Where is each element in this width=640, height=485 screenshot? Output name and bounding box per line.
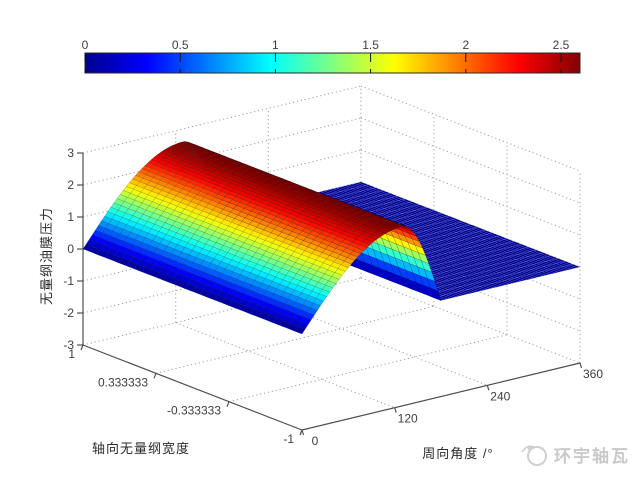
watermark-text: 环宇轴瓦 bbox=[554, 446, 630, 466]
tick-label: 2 bbox=[462, 38, 469, 52]
watermark-logo-icon bbox=[527, 446, 547, 466]
tick-label: 0 bbox=[312, 434, 319, 448]
tick-label: 120 bbox=[398, 412, 418, 426]
tick-label: 240 bbox=[490, 389, 510, 403]
y-axis-label: 轴向无量纲宽度 bbox=[92, 441, 190, 456]
pressure-surface bbox=[82, 141, 581, 335]
x-axis-label: 周向角度 /° bbox=[422, 446, 493, 461]
tick-label: 0.333333 bbox=[98, 375, 148, 389]
tick-label: 1 bbox=[272, 38, 279, 52]
tick-label: 1 bbox=[68, 347, 75, 361]
tick-label: -1 bbox=[63, 274, 74, 288]
tick-label: -1 bbox=[283, 432, 294, 446]
watermark-logo-wing bbox=[521, 445, 535, 453]
tick-label: 0 bbox=[82, 38, 89, 52]
colorbar-gradient bbox=[84, 52, 581, 74]
tick-label: 360 bbox=[583, 367, 603, 381]
tick-label: -0.333333 bbox=[167, 404, 221, 418]
tick-label: 3 bbox=[67, 146, 74, 160]
tick-label: 2.5 bbox=[553, 38, 570, 52]
tick-label: -2 bbox=[63, 306, 74, 320]
tick-label: 0.5 bbox=[172, 38, 189, 52]
z-axis-label: 无量纲油膜压力 bbox=[39, 207, 54, 305]
tick-label: -3 bbox=[63, 338, 74, 352]
tick-label: 1 bbox=[67, 210, 74, 224]
watermark: 环宇轴瓦 bbox=[521, 445, 630, 466]
tick-label: 1.5 bbox=[362, 38, 379, 52]
tick-label: 0 bbox=[67, 242, 74, 256]
colorbar: 0 0.5 1 1.5 2 2.5 bbox=[82, 38, 581, 74]
tick-label: 2 bbox=[67, 178, 74, 192]
